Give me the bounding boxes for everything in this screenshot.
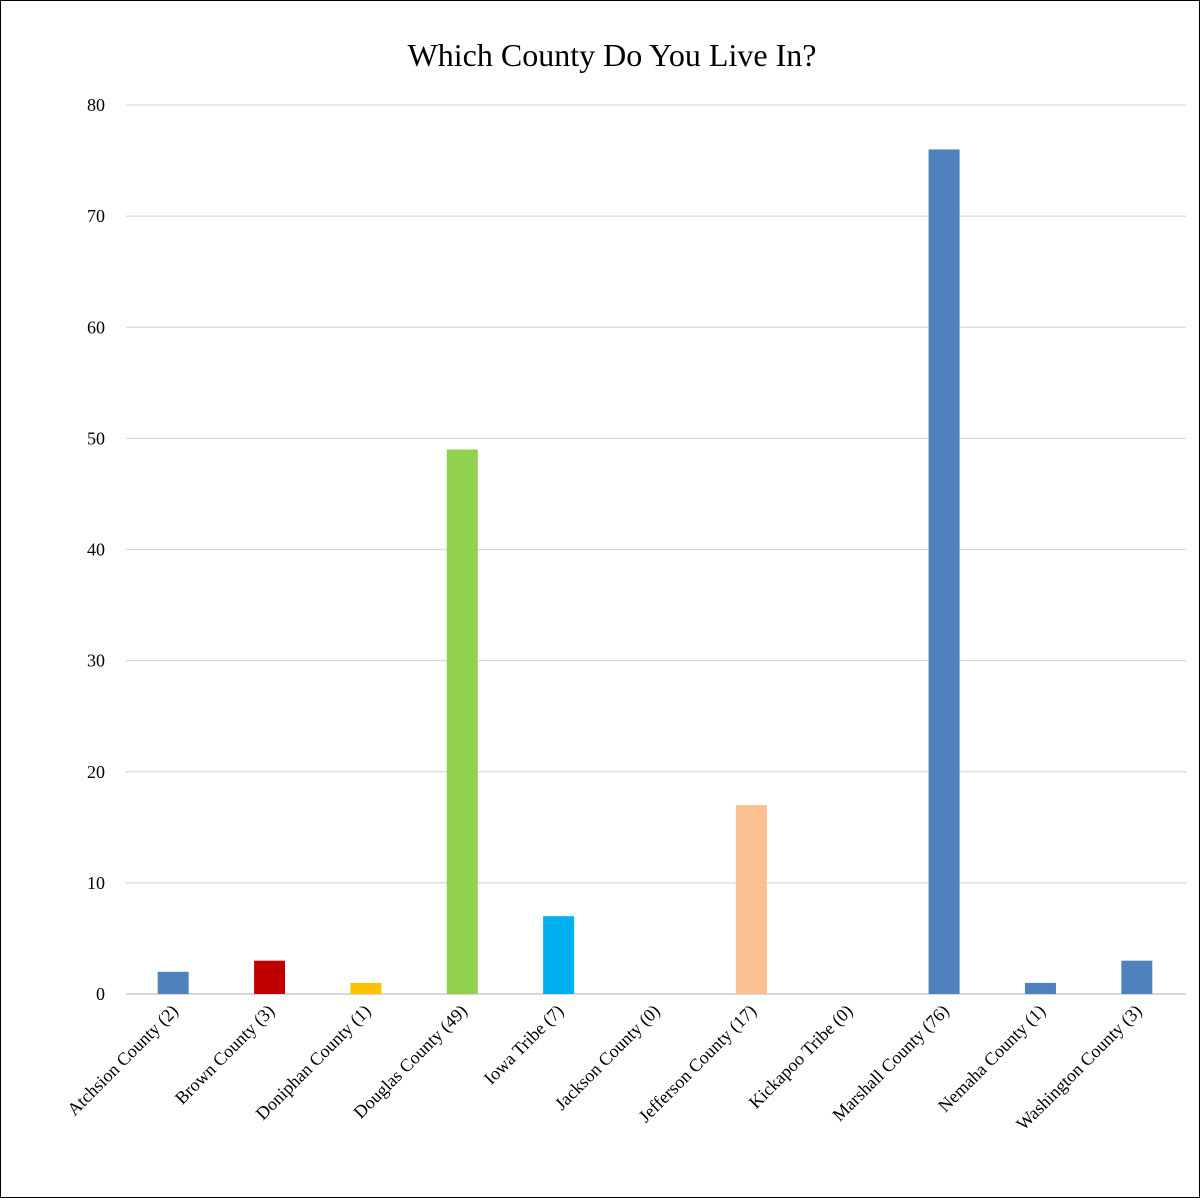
bar [157, 971, 189, 994]
y-tick-label: 80 [87, 95, 105, 115]
bar [254, 960, 286, 994]
x-category-label: Brown County (3) [171, 1001, 279, 1109]
bar [1121, 960, 1153, 994]
y-tick-label: 50 [87, 428, 105, 448]
y-tick-label: 0 [96, 984, 105, 1004]
bar [543, 916, 575, 994]
y-axis-tick-labels: 0 10 20 30 40 50 60 70 80 [87, 95, 105, 1004]
bar [446, 449, 478, 994]
x-category-label: Iowa Tribe (7) [480, 1001, 568, 1089]
bar [350, 982, 382, 994]
y-tick-label: 20 [87, 762, 105, 782]
y-tick-label: 60 [87, 317, 105, 337]
y-tick-label: 40 [87, 540, 105, 560]
bar [735, 805, 767, 994]
bar [928, 149, 960, 994]
gridlines [126, 104, 1186, 995]
chart-title: Which County Do You Live In? [408, 37, 817, 73]
x-category-label: Jackson County (0) [551, 1001, 665, 1115]
x-category-label: Kickapoo Tribe (0) [745, 1001, 857, 1113]
x-category-label: Atchsion County (2) [63, 1001, 183, 1121]
bars [157, 149, 1153, 994]
y-tick-label: 10 [87, 873, 105, 893]
x-axis-category-labels: Atchsion County (2)Brown County (3)Donip… [63, 1001, 1146, 1135]
y-tick-label: 70 [87, 206, 105, 226]
bar [1024, 982, 1056, 994]
y-tick-label: 30 [87, 651, 105, 671]
